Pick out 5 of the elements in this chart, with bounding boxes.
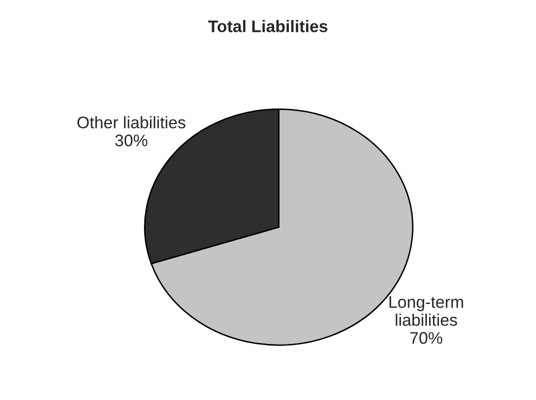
chart-title: Total Liabilities (208, 20, 328, 32)
data-label: 30% (115, 134, 148, 146)
slice-label: Long-term liabilities (390, 296, 464, 326)
slice-label: Other liabilities (77, 116, 186, 128)
data-label: 70% (410, 332, 442, 344)
